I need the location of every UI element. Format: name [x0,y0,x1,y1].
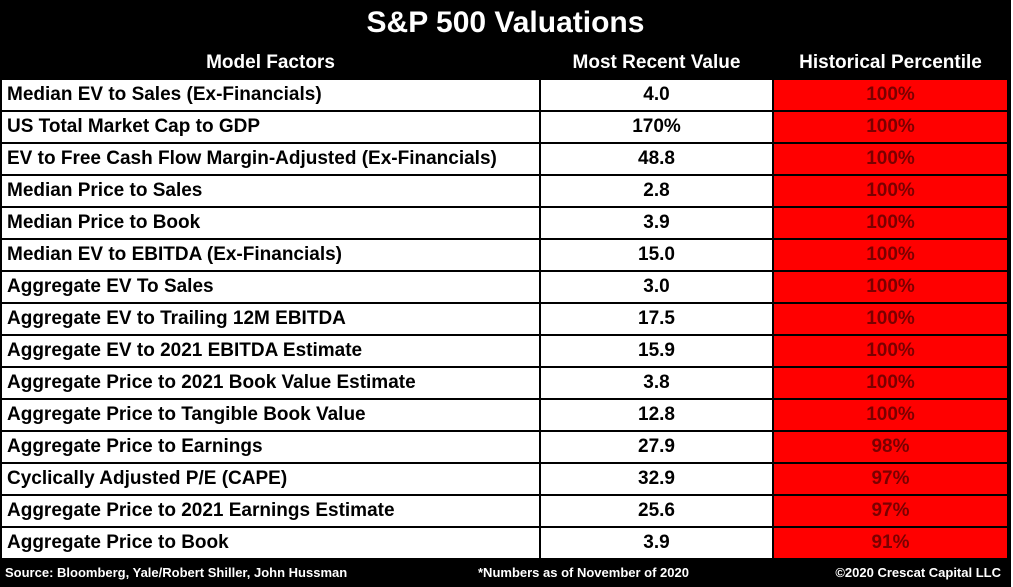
historical-percentile-cell: 100% [774,272,1007,302]
historical-percentile-cell: 97% [774,464,1007,494]
table-row: EV to Free Cash Flow Margin-Adjusted (Ex… [2,144,1007,174]
model-factor-cell: Aggregate EV to 2021 EBITDA Estimate [2,336,539,366]
historical-percentile-cell: 100% [774,176,1007,206]
historical-percentile-cell: 100% [774,336,1007,366]
table-row: Median Price to Sales 2.8 100% [2,176,1007,206]
most-recent-value-cell: 32.9 [541,464,772,494]
most-recent-value-cell: 3.8 [541,368,772,398]
model-factor-cell: Aggregate Price to Earnings [2,432,539,462]
column-header-most-recent-value: Most Recent Value [572,52,741,73]
historical-percentile-cell: 100% [774,304,1007,334]
historical-percentile-cell: 100% [774,240,1007,270]
most-recent-value-cell: 48.8 [541,144,772,174]
historical-percentile-cell: 100% [774,400,1007,430]
most-recent-value-cell: 170% [541,112,772,142]
model-factor-cell: Aggregate Price to Book [2,528,539,558]
table-body: Median EV to Sales (Ex-Financials) 4.0 100… [2,80,1007,560]
model-factor-cell: Median EV to EBITDA (Ex-Financials) [2,240,539,270]
most-recent-value-cell: 3.0 [541,272,772,302]
most-recent-value-cell: 27.9 [541,432,772,462]
most-recent-value-cell: 2.8 [541,176,772,206]
model-factor-cell: Cyclically Adjusted P/E (CAPE) [2,464,539,494]
model-factor-cell: Median Price to Sales [2,176,539,206]
table-row: Aggregate EV to Trailing 12M EBITDA 17.5 1… [2,304,1007,334]
most-recent-value-cell: 15.9 [541,336,772,366]
most-recent-value-cell: 4.0 [541,80,772,110]
table-row: Aggregate Price to 2021 Book Value Estim… [2,368,1007,398]
model-factor-cell: Aggregate EV to Trailing 12M EBITDA [2,304,539,334]
footer-source: Source: Bloomberg, Yale/Robert Shiller, … [5,565,348,580]
historical-percentile-cell: 98% [774,432,1007,462]
column-header-model-factors: Model Factors [206,52,335,73]
table-row: Aggregate Price to Earnings 27.9 98% [2,432,1007,462]
historical-percentile-cell: 97% [774,496,1007,526]
model-factor-cell: EV to Free Cash Flow Margin-Adjusted (Ex… [2,144,539,174]
model-factor-cell: Median Price to Book [2,208,539,238]
table-row: Aggregate Price to Tangible Book Value 12… [2,400,1007,430]
most-recent-value-cell: 17.5 [541,304,772,334]
table-row: Median Price to Book 3.9 100% [2,208,1007,238]
historical-percentile-cell: 100% [774,144,1007,174]
model-factor-cell: Median EV to Sales (Ex-Financials) [2,80,539,110]
model-factor-cell: Aggregate Price to 2021 Book Value Estim… [2,368,539,398]
model-factor-cell: Aggregate EV To Sales [2,272,539,302]
chart-title: S&P 500 Valuations [366,6,645,39]
most-recent-value-cell: 3.9 [541,208,772,238]
historical-percentile-cell: 91% [774,528,1007,558]
table-row: Median EV to EBITDA (Ex-Financials) 15.0 1… [2,240,1007,270]
table-row: Aggregate EV To Sales 3.0 100% [2,272,1007,302]
model-factor-cell: Aggregate Price to Tangible Book Value [2,400,539,430]
most-recent-value-cell: 12.8 [541,400,772,430]
table-row: Aggregate Price to 2021 Earnings Estimat… [2,496,1007,526]
most-recent-value-cell: 3.9 [541,528,772,558]
historical-percentile-cell: 100% [774,368,1007,398]
table-row: Cyclically Adjusted P/E (CAPE) 32.9 97% [2,464,1007,494]
model-factor-cell: Aggregate Price to 2021 Earnings Estimat… [2,496,539,526]
table-row: Aggregate EV to 2021 EBITDA Estimate 15.9… [2,336,1007,366]
historical-percentile-cell: 100% [774,80,1007,110]
historical-percentile-cell: 100% [774,112,1007,142]
historical-percentile-cell: 100% [774,208,1007,238]
most-recent-value-cell: 15.0 [541,240,772,270]
footer-note: *Numbers as of November of 2020 [478,565,689,580]
table-row: Median EV to Sales (Ex-Financials) 4.0 100… [2,80,1007,110]
column-header-historical-percentile: Historical Percentile [799,52,982,73]
footer-copyright: ©2020 Crescat Capital LLC [835,565,1001,580]
table-row: Aggregate Price to Book 3.9 91% [2,528,1007,558]
model-factor-cell: US Total Market Cap to GDP [2,112,539,142]
most-recent-value-cell: 25.6 [541,496,772,526]
table-row: US Total Market Cap to GDP 170% 100% [2,112,1007,142]
